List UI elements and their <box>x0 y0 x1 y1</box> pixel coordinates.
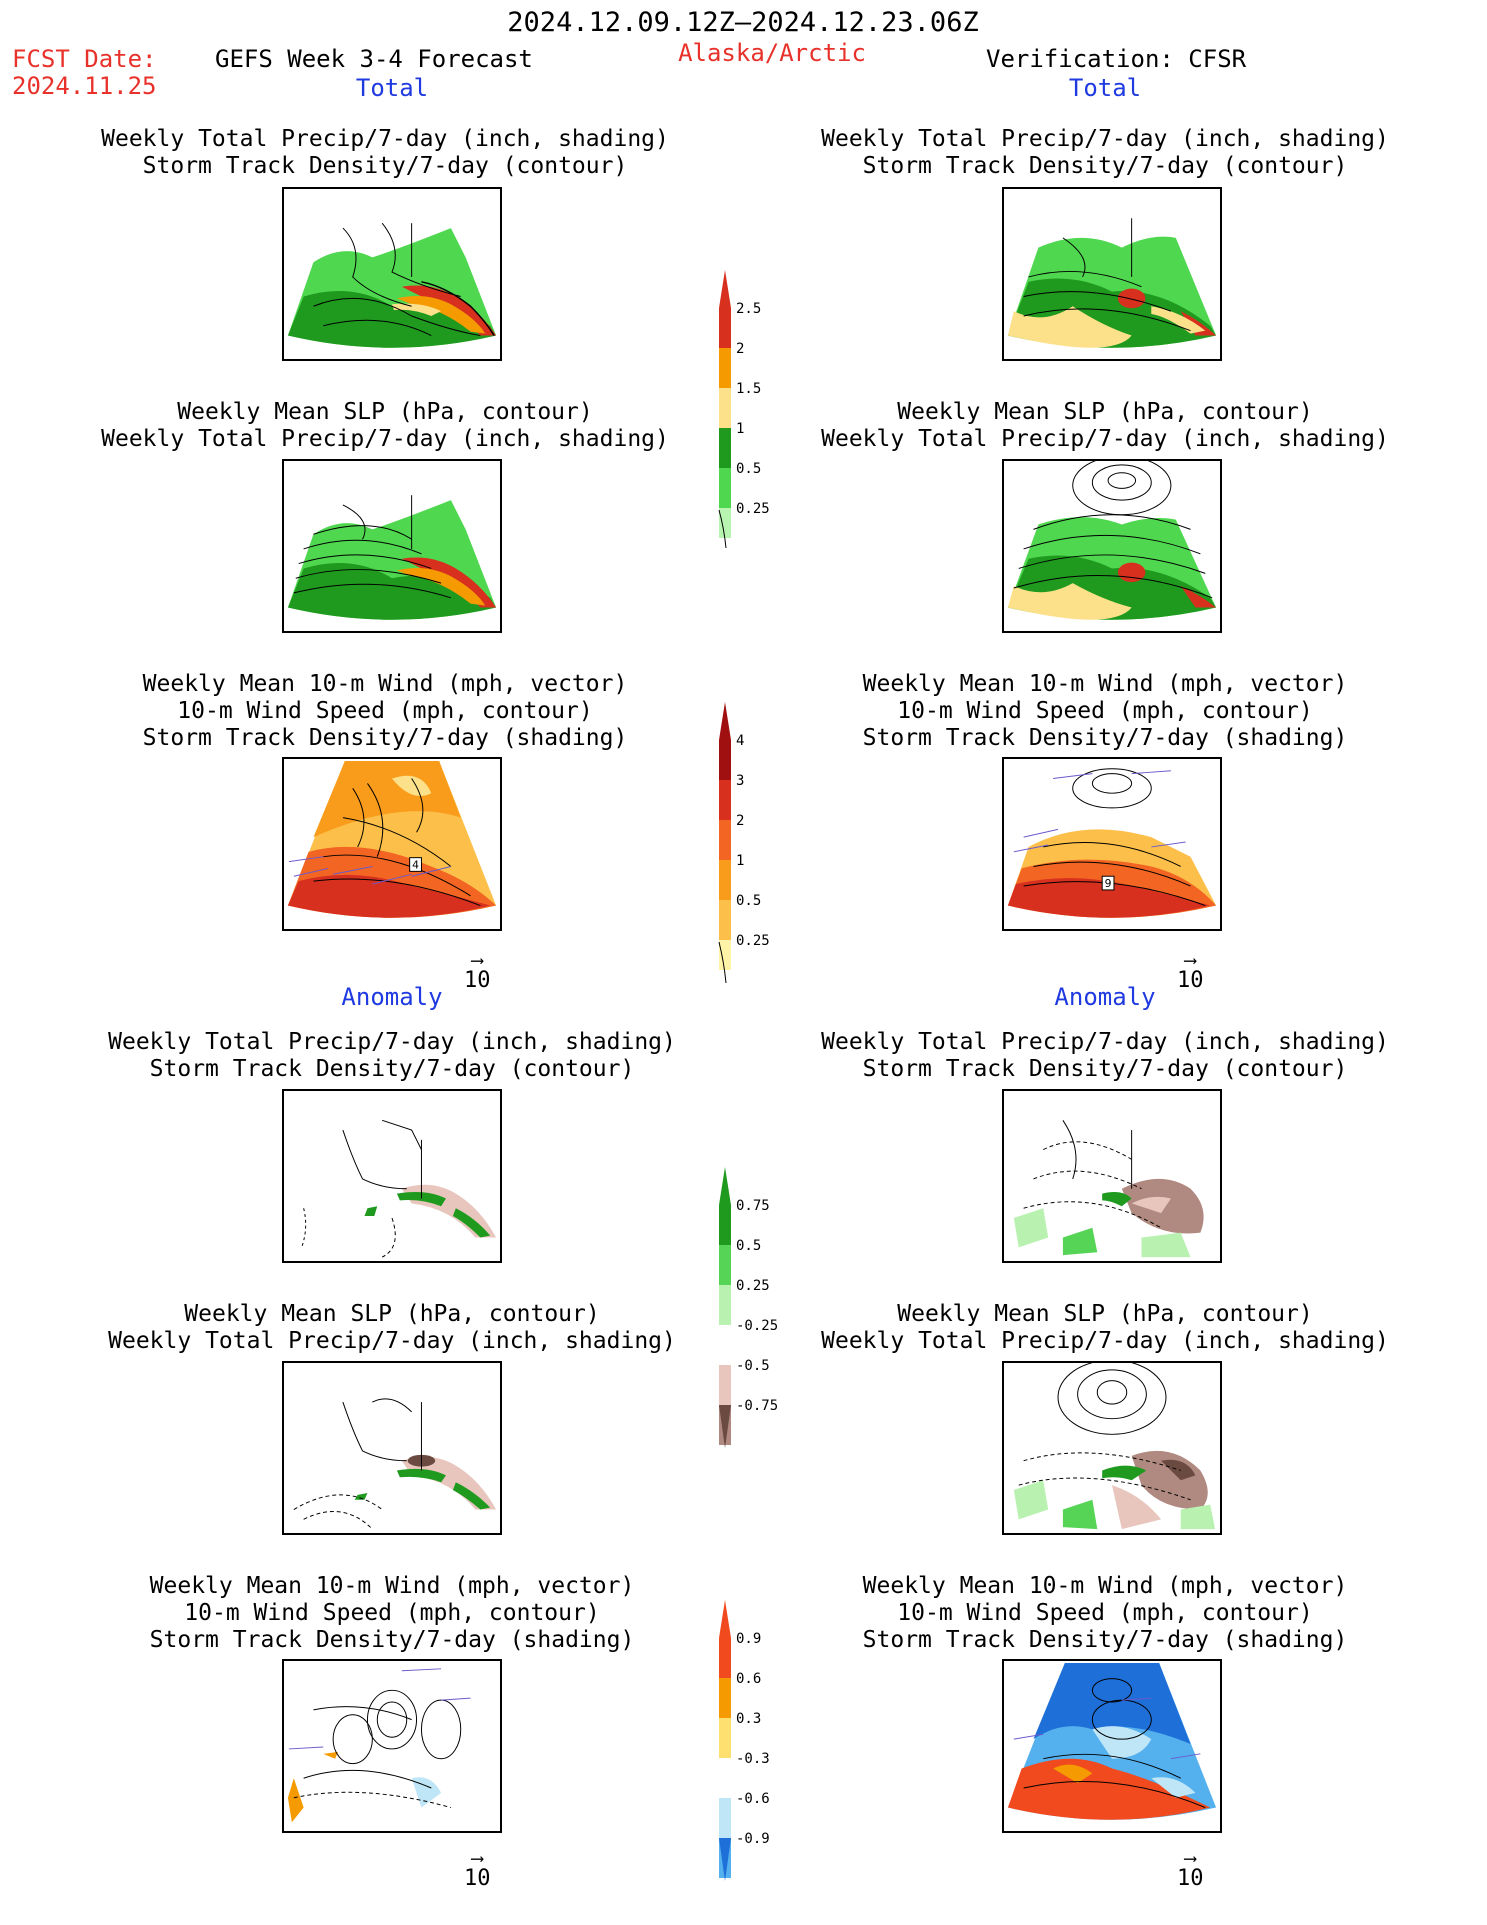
svg-text:2.5: 2.5 <box>736 301 761 317</box>
map-total-left-wind-storm: 4 <box>282 757 502 931</box>
forecast-name: GEFS Week 3-4 Forecast <box>215 45 533 73</box>
svg-text:-0.9: -0.9 <box>736 1831 770 1847</box>
map-anom-right-slp-precip <box>1002 1361 1222 1535</box>
title-left-anom-wind-storm: Weekly Mean 10-m Wind (mph, vector) 10-m … <box>149 1573 635 1653</box>
vector-scale-right-anom: ⟶ 10 <box>1177 1848 1204 1892</box>
svg-text:2: 2 <box>736 341 744 357</box>
map-total-right-precip-storm <box>1002 187 1222 361</box>
svg-text:-0.3: -0.3 <box>736 1751 770 1767</box>
svg-text:4: 4 <box>736 733 744 749</box>
vector-scale-left-anom: ⟶ 10 <box>464 1848 491 1892</box>
svg-text:0.9: 0.9 <box>736 1631 761 1647</box>
map-anom-left-slp-precip <box>282 1361 502 1535</box>
fcst-date-label: FCST Date: <box>12 45 157 73</box>
title-left-anom-precip-storm: Weekly Total Precip/7-day (inch, shading… <box>108 1029 676 1082</box>
section-anomaly-right: Anomaly <box>1054 983 1156 1011</box>
colorbar-storm-total: 4 3 2 1 0.5 0.25 <box>716 700 786 985</box>
vector-scale-right-total: ⟶ 10 <box>1177 950 1204 994</box>
svg-text:0.5: 0.5 <box>736 461 761 477</box>
colorbar-precip-total: 2.5 2 1.5 1 0.5 0.25 <box>716 268 786 550</box>
section-total-left: Total <box>355 74 429 102</box>
title-right-anom-wind-storm: Weekly Mean 10-m Wind (mph, vector) 10-m … <box>862 1573 1348 1653</box>
map-anom-left-precip-storm <box>282 1089 502 1263</box>
region-title: Alaska/Arctic <box>678 39 866 67</box>
map-point-label: 4 <box>412 858 419 871</box>
svg-text:0.75: 0.75 <box>736 1198 770 1214</box>
title-right-anom-slp-precip: Weekly Mean SLP (hPa, contour) Weekly Tot… <box>821 1301 1389 1354</box>
title-left-anom-slp-precip: Weekly Mean SLP (hPa, contour) Weekly Tot… <box>108 1301 676 1354</box>
map-total-left-precip-storm <box>282 187 502 361</box>
verification-label: Verification: CFSR <box>986 45 1247 73</box>
title-right-wind-storm: Weekly Mean 10-m Wind (mph, vector) 10-m … <box>862 671 1348 751</box>
fcst-date-value: 2024.11.25 <box>12 72 157 100</box>
section-anomaly-left: Anomaly <box>341 983 443 1011</box>
svg-text:-0.75: -0.75 <box>736 1398 778 1414</box>
title-left-precip-storm: Weekly Total Precip/7-day (inch, shading… <box>101 126 669 179</box>
title-right-slp-precip: Weekly Mean SLP (hPa, contour) Weekly Tot… <box>821 399 1389 452</box>
svg-text:0.5: 0.5 <box>736 1238 761 1254</box>
svg-text:1: 1 <box>736 421 744 437</box>
colorbar-storm-anom: 0.9 0.6 0.3 -0.3 -0.6 -0.9 <box>716 1598 786 1883</box>
vector-scale-left-total: ⟶ 10 <box>464 950 491 994</box>
svg-text:0.25: 0.25 <box>736 1278 770 1294</box>
svg-text:-0.5: -0.5 <box>736 1358 770 1374</box>
svg-text:3: 3 <box>736 773 744 789</box>
map-total-left-slp-precip <box>282 459 502 633</box>
title-right-anom-precip-storm: Weekly Total Precip/7-day (inch, shading… <box>821 1029 1389 1082</box>
svg-text:-0.25: -0.25 <box>736 1318 778 1334</box>
map-anom-right-precip-storm <box>1002 1089 1222 1263</box>
svg-text:0.5: 0.5 <box>736 893 761 909</box>
map-total-right-wind-storm: 9 <box>1002 757 1222 931</box>
svg-text:0.25: 0.25 <box>736 933 770 949</box>
map-total-right-slp-precip <box>1002 459 1222 633</box>
svg-text:0.25: 0.25 <box>736 501 770 517</box>
svg-text:2: 2 <box>736 813 744 829</box>
svg-text:0.3: 0.3 <box>736 1711 761 1727</box>
svg-text:0.6: 0.6 <box>736 1671 761 1687</box>
period-title: 2024.12.09.12Z–2024.12.23.06Z <box>507 7 979 38</box>
svg-text:-0.6: -0.6 <box>736 1791 770 1807</box>
title-left-wind-storm: Weekly Mean 10-m Wind (mph, vector) 10-m … <box>142 671 628 751</box>
svg-text:1: 1 <box>736 853 744 869</box>
colorbar-precip-anom: 0.75 0.5 0.25 -0.25 -0.5 -0.75 <box>716 1165 786 1450</box>
section-total-right: Total <box>1068 74 1142 102</box>
title-right-precip-storm: Weekly Total Precip/7-day (inch, shading… <box>821 126 1389 179</box>
map-anom-left-wind-storm <box>282 1659 502 1833</box>
map-point-label: 9 <box>1105 877 1112 890</box>
map-anom-right-wind-storm <box>1002 1659 1222 1833</box>
svg-text:1.5: 1.5 <box>736 381 761 397</box>
title-left-slp-precip: Weekly Mean SLP (hPa, contour) Weekly Tot… <box>101 399 669 452</box>
